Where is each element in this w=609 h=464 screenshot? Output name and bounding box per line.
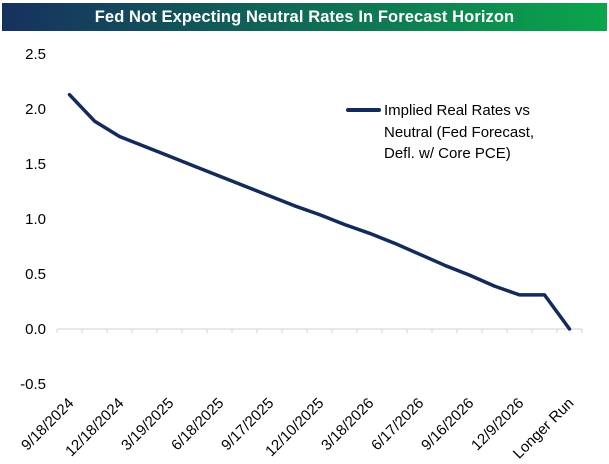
x-axis-tick-label: 3/18/2026 bbox=[318, 395, 377, 454]
legend-line-marker bbox=[346, 108, 381, 112]
chart-title-bar: Fed Not Expecting Neutral Rates In Forec… bbox=[2, 3, 607, 31]
x-axis-tick-label: 9/16/2026 bbox=[418, 395, 477, 454]
rate-line-series bbox=[67, 92, 572, 331]
legend-label-line-1: Implied Real Rates vs bbox=[384, 102, 530, 119]
x-axis-tick-label: 6/18/2025 bbox=[168, 395, 227, 454]
y-axis-tick-label: 1.5 bbox=[25, 156, 46, 173]
legend-label: Implied Real Rates vs Neutral (Fed Forec… bbox=[384, 100, 534, 165]
y-axis-tick-label: 2.5 bbox=[25, 46, 46, 63]
chart-title: Fed Not Expecting Neutral Rates In Forec… bbox=[94, 7, 515, 26]
y-axis-tick-label: 0.0 bbox=[25, 321, 46, 338]
y-axis-tick-label: 2.0 bbox=[25, 101, 46, 118]
x-axis-tick-label: 6/17/2026 bbox=[368, 395, 427, 454]
y-axis-tick-label: 1.0 bbox=[25, 211, 46, 228]
y-axis-tick-label: -0.5 bbox=[20, 376, 46, 393]
y-axis-tick-label: 0.5 bbox=[25, 266, 46, 283]
legend-label-line-3: Defl. w/ Core PCE) bbox=[384, 145, 511, 162]
legend-label-line-2: Neutral (Fed Forecast, bbox=[384, 123, 535, 141]
legend: Implied Real Rates vs Neutral (Fed Forec… bbox=[346, 100, 534, 165]
x-axis-tick-label: 3/19/2025 bbox=[118, 395, 177, 454]
